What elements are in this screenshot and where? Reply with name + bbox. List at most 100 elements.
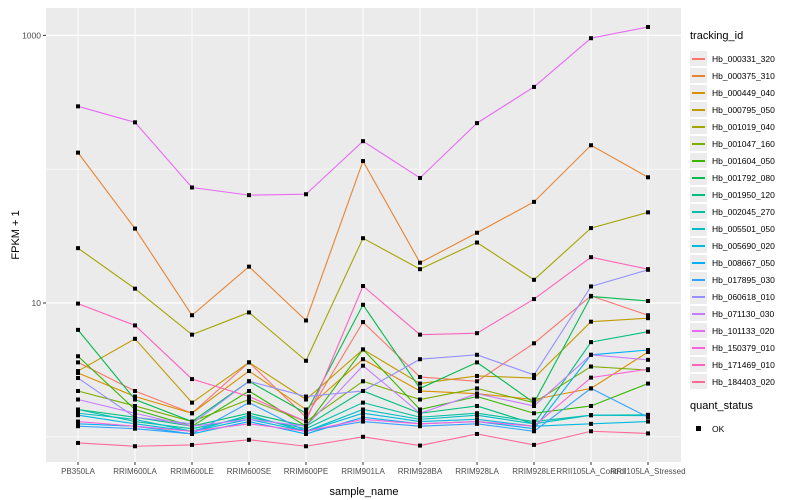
data-point xyxy=(646,419,650,424)
data-point xyxy=(589,36,593,41)
data-point xyxy=(475,431,479,436)
data-point xyxy=(475,419,479,424)
legend-item-label: Hb_000375_310 xyxy=(712,70,775,81)
x-tick-label: RRIM928BA xyxy=(398,467,443,476)
legend-item: Hb_184403_020 xyxy=(690,373,798,390)
legend-items-quant-status: OK xyxy=(690,420,798,437)
data-point xyxy=(361,159,365,164)
legend-key xyxy=(690,238,707,253)
legend-item-label: Hb_005501_050 xyxy=(712,223,775,234)
legend-item-label: Hb_001792_080 xyxy=(712,172,775,183)
data-point xyxy=(247,400,251,405)
legend-key-line-icon xyxy=(692,295,705,298)
legend-item: Hb_001047_160 xyxy=(690,135,798,152)
data-point xyxy=(361,379,365,384)
data-point xyxy=(133,421,137,426)
x-tick-label: RRIM901LA xyxy=(341,467,385,476)
x-tick-label: RRIM928LE xyxy=(512,467,556,476)
data-point xyxy=(247,264,251,269)
data-point xyxy=(589,143,593,148)
data-point xyxy=(76,407,80,412)
data-point xyxy=(190,332,194,337)
data-point xyxy=(475,386,479,391)
x-tick-label: PB350LA xyxy=(61,467,95,476)
data-point xyxy=(304,318,308,323)
data-point xyxy=(532,397,536,402)
legend-key xyxy=(690,204,707,219)
data-point xyxy=(475,391,479,396)
data-point xyxy=(76,354,80,359)
data-point xyxy=(304,358,308,363)
legend-key-line-icon xyxy=(692,125,705,128)
data-point xyxy=(418,421,422,426)
data-point xyxy=(304,415,308,420)
data-point xyxy=(133,120,137,125)
data-point xyxy=(418,397,422,402)
legend-key-line-icon xyxy=(692,227,705,230)
legend: tracking_id Hb_000331_320 Hb_000375_310 Hb… xyxy=(690,30,798,437)
data-point xyxy=(646,415,650,420)
legend-key xyxy=(690,187,707,202)
data-point xyxy=(133,336,137,341)
legend-item-label: Hb_001604_050 xyxy=(712,155,775,166)
data-point xyxy=(133,403,137,408)
data-point xyxy=(646,367,650,372)
data-point xyxy=(133,397,137,402)
x-tick-label: RRIM600PE xyxy=(284,467,328,476)
legend-item: Hb_001019_040 xyxy=(690,118,798,135)
data-point xyxy=(76,360,80,365)
legend-key-line-icon xyxy=(692,261,705,264)
data-point xyxy=(190,411,194,416)
data-point xyxy=(304,411,308,416)
data-point xyxy=(418,332,422,337)
data-point xyxy=(247,397,251,402)
data-point xyxy=(304,397,308,402)
data-point xyxy=(247,369,251,374)
legend-item: Hb_000795_050 xyxy=(690,101,798,118)
legend-item-label: Hb_171469_010 xyxy=(712,359,775,370)
data-point xyxy=(361,415,365,420)
data-point xyxy=(589,413,593,418)
data-point xyxy=(361,400,365,405)
legend-item: Hb_005690_020 xyxy=(690,237,798,254)
legend-item-label: Hb_001047_160 xyxy=(712,138,775,149)
data-point xyxy=(475,421,479,426)
data-point xyxy=(646,329,650,334)
legend-item: Hb_002045_270 xyxy=(690,203,798,220)
data-point xyxy=(532,376,536,381)
data-point xyxy=(361,357,365,362)
legend-item-label: Hb_001019_040 xyxy=(712,121,775,132)
legend-key xyxy=(690,170,707,185)
legend-key xyxy=(690,119,707,134)
data-point xyxy=(475,121,479,126)
legend-item-label: Hb_000449_040 xyxy=(712,87,775,98)
data-point xyxy=(247,193,251,198)
data-point xyxy=(475,331,479,336)
x-tick-label: RRII105LA_Control xyxy=(556,467,626,476)
data-point xyxy=(475,352,479,357)
legend-key xyxy=(690,374,707,389)
data-point xyxy=(646,357,650,362)
data-point xyxy=(418,443,422,448)
data-point xyxy=(133,417,137,422)
data-point xyxy=(532,84,536,89)
data-point xyxy=(418,374,422,379)
data-point xyxy=(190,421,194,426)
data-point xyxy=(76,388,80,393)
data-point xyxy=(475,230,479,235)
legend-key-point-icon xyxy=(696,426,701,431)
data-point xyxy=(589,421,593,426)
data-point xyxy=(76,413,80,418)
data-point xyxy=(190,442,194,447)
data-point xyxy=(133,426,137,431)
data-point xyxy=(361,139,365,144)
legend-key xyxy=(690,289,707,304)
data-point xyxy=(76,369,80,374)
data-point xyxy=(190,377,194,382)
x-tick-label: RRIM600SE xyxy=(227,467,271,476)
data-point xyxy=(589,386,593,391)
x-axis-title: sample_name xyxy=(329,486,399,498)
data-point xyxy=(133,444,137,449)
legend-item-label: Hb_184403_020 xyxy=(712,376,775,387)
data-point xyxy=(133,226,137,231)
